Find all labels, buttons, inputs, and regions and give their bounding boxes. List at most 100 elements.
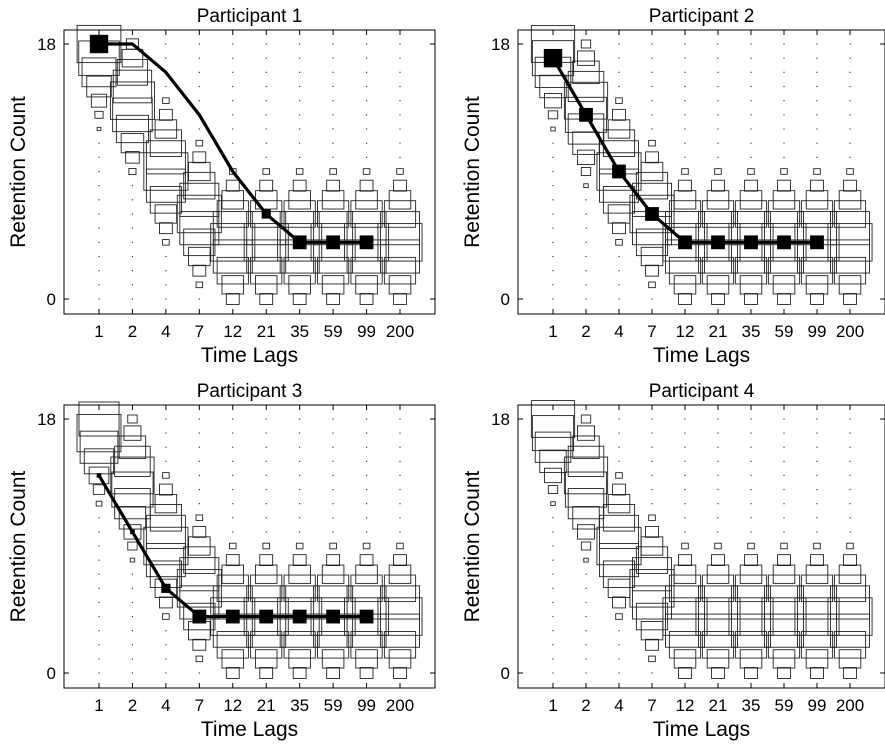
posterior-box bbox=[383, 631, 417, 659]
posterior-dot bbox=[98, 573, 100, 575]
posterior-box bbox=[805, 275, 829, 295]
posterior-dot bbox=[399, 71, 401, 73]
posterior-box bbox=[678, 667, 692, 679]
posterior-dot bbox=[717, 43, 719, 45]
x-tick-label: 99 bbox=[808, 696, 827, 715]
posterior-box bbox=[810, 293, 824, 305]
posterior-dot bbox=[198, 418, 200, 420]
posterior-dot bbox=[365, 531, 368, 533]
posterior-box bbox=[734, 631, 768, 659]
posterior-dot bbox=[750, 85, 752, 88]
posterior-dot bbox=[717, 517, 719, 519]
posterior-dot bbox=[232, 100, 234, 102]
posterior-dot bbox=[684, 85, 686, 88]
posterior-dot bbox=[552, 644, 554, 646]
axes-frame bbox=[517, 29, 885, 315]
posterior-box bbox=[797, 613, 837, 648]
posterior-dot bbox=[849, 100, 851, 102]
x-tick-label: 200 bbox=[386, 696, 414, 715]
posterior-box bbox=[701, 631, 735, 659]
posterior-box bbox=[838, 275, 862, 295]
posterior-dot bbox=[816, 460, 818, 462]
posterior-box bbox=[380, 585, 420, 620]
posterior-dot bbox=[849, 474, 851, 477]
x-tick-label: 99 bbox=[357, 696, 376, 715]
posterior-box bbox=[128, 168, 137, 175]
x-tick-label: 2 bbox=[128, 322, 137, 341]
posterior-box bbox=[321, 564, 345, 584]
posterior-dot bbox=[299, 100, 301, 102]
series-point bbox=[612, 164, 626, 179]
posterior-box bbox=[580, 414, 592, 424]
posterior-box bbox=[350, 631, 383, 659]
y-axis-label: Retention Count bbox=[7, 96, 30, 248]
posterior-dot bbox=[131, 573, 134, 575]
posterior-dot bbox=[552, 255, 554, 258]
posterior-dot bbox=[849, 432, 851, 434]
posterior-box bbox=[843, 293, 857, 305]
posterior-dot bbox=[651, 672, 653, 674]
x-tick-label: 2 bbox=[128, 696, 137, 715]
posterior-dot bbox=[98, 255, 100, 258]
posterior-dot bbox=[299, 156, 301, 158]
posterior-box bbox=[534, 431, 572, 463]
posterior-dot bbox=[232, 85, 234, 88]
x-tick-label: 200 bbox=[836, 696, 864, 715]
posterior-box bbox=[580, 541, 592, 551]
posterior-box bbox=[612, 222, 626, 235]
posterior-dot bbox=[783, 432, 785, 434]
posterior-box bbox=[90, 93, 108, 108]
posterior-dot bbox=[165, 255, 167, 258]
posterior-box bbox=[92, 484, 106, 495]
posterior-box bbox=[283, 200, 316, 228]
panel-title: Participant 1 bbox=[197, 6, 303, 27]
x-axis-label: Time Lags bbox=[653, 718, 750, 741]
posterior-box bbox=[564, 96, 608, 133]
y-axis-label: Retention Count bbox=[7, 470, 30, 622]
posterior-box bbox=[145, 543, 186, 578]
posterior-box bbox=[221, 275, 245, 295]
posterior-dot bbox=[165, 85, 167, 88]
posterior-dot bbox=[651, 460, 653, 462]
posterior-dot bbox=[783, 128, 785, 130]
posterior-dot bbox=[98, 517, 100, 519]
posterior-dot bbox=[265, 57, 267, 59]
posterior-box bbox=[212, 211, 253, 246]
posterior-dot bbox=[131, 213, 134, 215]
posterior-box bbox=[615, 472, 623, 479]
posterior-box bbox=[96, 126, 102, 132]
posterior-dot bbox=[750, 503, 752, 505]
posterior-dot bbox=[265, 100, 267, 102]
posterior-box bbox=[250, 631, 283, 659]
posterior-dot bbox=[265, 517, 267, 519]
posterior-dot bbox=[265, 418, 267, 420]
posterior-dot bbox=[552, 601, 554, 604]
x-tick-label: 21 bbox=[709, 322, 728, 341]
posterior-box bbox=[731, 613, 771, 648]
posterior-dot bbox=[585, 213, 587, 215]
posterior-box bbox=[115, 114, 149, 144]
x-tick-label: 1 bbox=[94, 322, 103, 341]
posterior-dot bbox=[365, 488, 368, 491]
posterior-box bbox=[225, 293, 240, 305]
posterior-dot bbox=[717, 474, 719, 477]
posterior-box bbox=[179, 211, 220, 246]
posterior-box bbox=[747, 168, 755, 175]
posterior-dot bbox=[552, 298, 554, 300]
posterior-box bbox=[216, 574, 249, 603]
posterior-dot bbox=[265, 156, 267, 158]
posterior-box bbox=[572, 506, 600, 530]
posterior-dot bbox=[265, 85, 267, 88]
posterior-dot bbox=[399, 432, 401, 434]
posterior-box bbox=[830, 239, 870, 274]
panel-title: Participant 2 bbox=[649, 6, 755, 27]
posterior-dot bbox=[750, 43, 752, 45]
posterior-dot bbox=[399, 128, 401, 130]
y-tick-label: 18 bbox=[37, 410, 56, 429]
posterior-box bbox=[283, 631, 316, 659]
posterior-dot bbox=[618, 460, 620, 462]
posterior-dot bbox=[131, 284, 134, 286]
posterior-dot bbox=[651, 57, 653, 59]
